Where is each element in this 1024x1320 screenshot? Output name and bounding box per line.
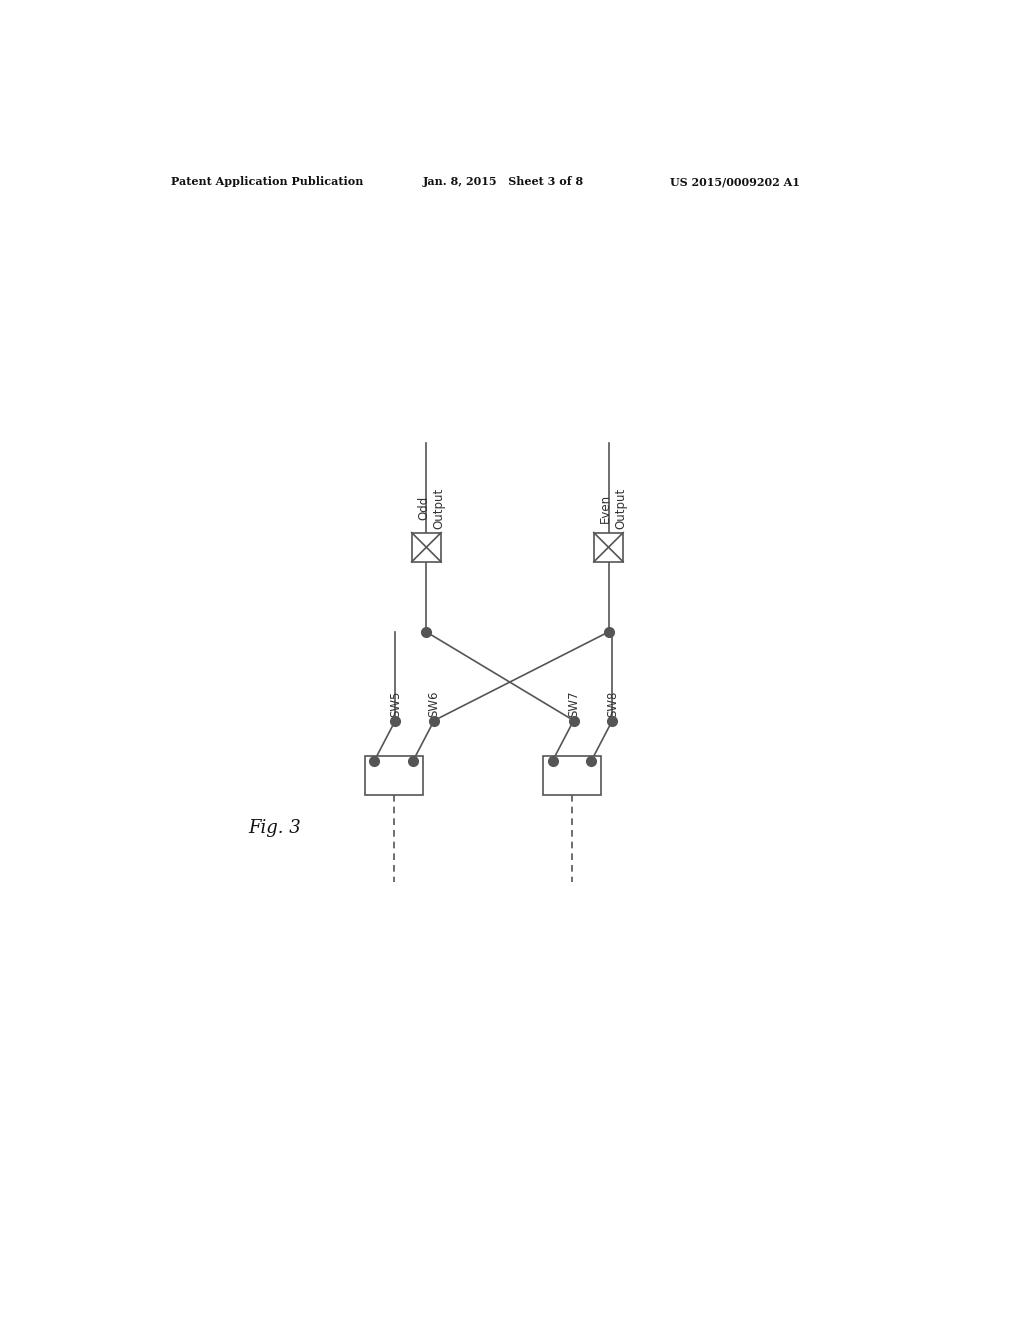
Bar (544, 756, 601, 795)
Text: Jan. 8, 2015   Sheet 3 of 8: Jan. 8, 2015 Sheet 3 of 8 (423, 176, 584, 187)
Text: Patent Application Publication: Patent Application Publication (171, 176, 362, 187)
Text: SW5: SW5 (389, 692, 401, 718)
Text: SW6: SW6 (428, 690, 440, 718)
Text: Odd
Output: Odd Output (417, 487, 445, 529)
Text: SW8: SW8 (606, 692, 618, 718)
Text: SW7: SW7 (567, 690, 581, 718)
Bar (594, 533, 624, 562)
Bar (412, 533, 441, 562)
Text: Even
Output: Even Output (599, 487, 627, 529)
Text: US 2015/0009202 A1: US 2015/0009202 A1 (671, 176, 801, 187)
Bar (366, 756, 423, 795)
Text: Fig. 3: Fig. 3 (248, 820, 301, 837)
